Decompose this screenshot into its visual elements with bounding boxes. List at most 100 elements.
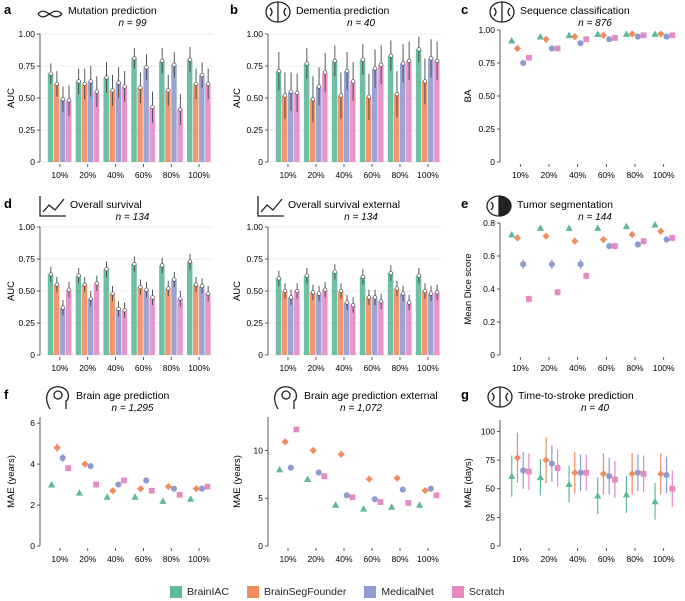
y-tick-label: 0.75 [246,254,263,264]
y-axis-label: AUC [6,88,17,108]
point-medicalnet [198,485,205,492]
point-brainiac [508,36,516,44]
point-medicalnet [115,481,122,488]
panel-n: n = 876 [578,18,612,29]
panel-letter: c [461,2,468,17]
mean-dot [82,282,87,287]
x-tick-label: 10% [279,170,296,180]
y-tick-label: 0.50 [18,93,35,103]
point-medicalnet [634,469,641,476]
point-brainsegfounder [281,438,289,446]
bar-scratch [322,72,328,162]
y-tick-label: 0 [490,157,495,167]
panel-n: n = 40 [347,18,376,29]
bar-medicalnet [288,297,294,355]
point-brainsegfounder [164,483,173,491]
x-tick-label: 40% [569,170,586,180]
panel-letter: g [461,387,469,402]
bar-brainiac [275,278,282,355]
x-tick-label: 80% [391,170,408,180]
point-brainsegfounder [365,475,373,483]
mean-dot [94,281,99,286]
mean-dot [379,62,384,67]
bar-scratch [149,106,155,162]
legend-item-scratch: Scratch [451,586,504,598]
point-medicalnet [520,467,527,474]
mean-dot [178,296,183,301]
mean-dot [428,56,434,61]
x-tick-label: 100% [188,363,210,373]
mean-dot [76,79,81,84]
panel-n: n = 1,072 [340,403,382,414]
trend-chart-icon [39,196,66,217]
mean-dot [388,270,393,276]
point-scratch [554,289,561,296]
bar-brainiac [159,265,165,355]
point-brainiac [131,493,139,500]
bar-medicalnet [199,285,205,355]
bar-brainsegfounder [337,95,344,162]
legend-item-brainsegfounder: BrainSegFounder [247,586,346,598]
point-scratch [176,491,183,498]
mean-dot [316,291,322,296]
mean-dot [166,286,171,291]
bar-medicalnet [143,289,149,355]
x-tick-label: 20% [79,170,96,180]
mean-dot [187,259,193,264]
point-brainiac [565,31,573,39]
bar-scratch [434,60,440,162]
mean-dot [422,288,428,294]
bar-brainiac [75,81,82,162]
point-scratch [526,296,532,302]
point-scratch [93,481,99,488]
x-tick-label: 10% [51,170,68,180]
point-medicalnet [143,477,150,484]
point-medicalnet [315,469,322,476]
y-tick-label: 6 [30,418,35,428]
mean-dot [82,81,87,87]
bar-brainiac [331,60,338,162]
point-medicalnet [577,469,584,476]
mean-dot [122,84,127,89]
mean-dot [116,306,121,312]
bar-brainsegfounder [165,90,171,162]
bar-scratch [149,297,155,355]
mean-dot [144,65,149,70]
brain-folds [493,2,511,22]
x-tick-label: 80% [163,554,180,564]
bar-brainiac [387,273,394,355]
point-brainsegfounder [657,30,665,38]
y-tick-label: 5 [258,493,263,503]
bar-brainsegfounder [309,292,316,355]
x-tick-label: 60% [363,363,380,373]
legend-label-medicalnet: MedicalNet [381,586,434,598]
mean-dot [88,79,93,84]
bar-brainiac [303,275,310,355]
point-medicalnet [548,460,555,467]
panel-title: Mutation prediction [68,5,157,17]
bar-brainiac [275,71,282,162]
point-medicalnet [59,454,66,462]
point-brainiac [536,473,544,481]
y-tick-label: 75 [486,455,496,465]
bar-brainsegfounder [109,90,115,162]
mean-dot [200,283,205,288]
x-tick-label: 10% [279,554,296,564]
bar-medicalnet [372,297,378,355]
bar-scratch [406,302,412,355]
point-brainiac [536,224,544,231]
mean-dot [288,295,294,300]
bar-brainsegfounder [365,96,372,162]
mean-dot [416,273,421,278]
bar-medicalnet [400,293,406,355]
mean-dot [435,290,440,295]
x-tick-label: 10% [512,170,529,180]
point-brainsegfounder [599,31,608,39]
point-brainsegfounder [657,470,665,478]
bar-medicalnet [59,99,66,162]
y-tick-label: 0.25 [478,124,495,134]
point-medicalnet [663,236,670,243]
y-tick-label: 0 [258,157,263,167]
